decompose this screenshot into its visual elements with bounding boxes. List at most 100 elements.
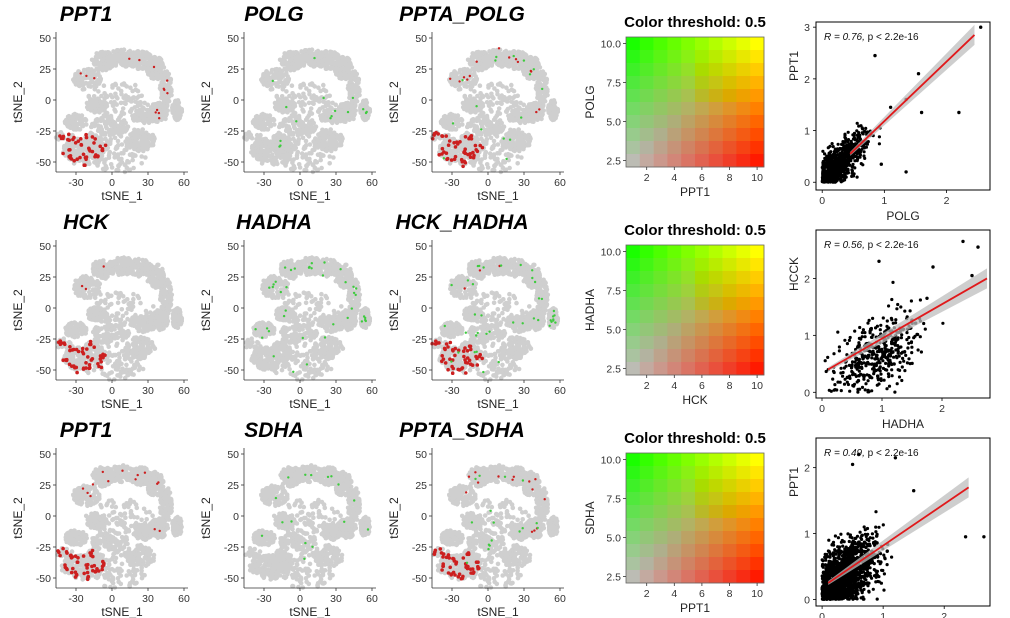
tsne-cell bbox=[504, 132, 509, 137]
tsne-cell bbox=[108, 92, 113, 98]
tsne-cell bbox=[324, 94, 330, 99]
expression-cell bbox=[155, 108, 159, 112]
tsne-cell bbox=[95, 103, 100, 108]
tsne-cell bbox=[114, 145, 120, 151]
tsne-cell bbox=[92, 123, 97, 129]
tsne-cell bbox=[115, 153, 120, 159]
tsne-cell bbox=[330, 51, 335, 56]
tsne-cell bbox=[128, 132, 133, 137]
tsne-cell bbox=[344, 56, 350, 62]
tsne-cell bbox=[97, 54, 103, 60]
x-tick-label: 0 bbox=[297, 177, 303, 189]
tsne-cell bbox=[116, 163, 121, 168]
tsne-cell bbox=[136, 94, 142, 99]
tsne-cell bbox=[138, 102, 143, 108]
tsne-cell bbox=[457, 67, 463, 73]
tsne-cell bbox=[295, 151, 300, 156]
tsne-cell bbox=[319, 135, 325, 140]
expression-cell bbox=[329, 117, 332, 120]
tsne-cell bbox=[173, 114, 179, 119]
tsne-cell bbox=[542, 98, 548, 104]
tsne-plot-area bbox=[429, 47, 561, 175]
tsne-cell bbox=[491, 96, 496, 101]
tsne-cell bbox=[253, 140, 258, 146]
tsne-cell bbox=[76, 75, 82, 80]
tsne-cell bbox=[290, 160, 295, 165]
tsne-cell bbox=[512, 94, 518, 99]
tsne-cell bbox=[129, 99, 134, 104]
tsne-cell bbox=[74, 112, 79, 118]
tsne-cell bbox=[166, 86, 171, 92]
tsne-cell bbox=[92, 87, 98, 92]
tsne-cell bbox=[120, 106, 126, 111]
tsne-cell bbox=[259, 156, 265, 162]
tsne-cell bbox=[336, 61, 342, 67]
tsne-cell bbox=[296, 92, 301, 98]
tsne-cell bbox=[298, 60, 304, 65]
expression-cell bbox=[279, 139, 282, 143]
tsne-cell bbox=[317, 99, 322, 104]
tsne-cell bbox=[262, 112, 267, 118]
tsne-cell bbox=[519, 155, 524, 160]
tsne-cell bbox=[506, 52, 511, 57]
tsne-cell bbox=[108, 115, 114, 121]
expression-cell bbox=[79, 72, 82, 75]
tsne-cell bbox=[345, 85, 351, 91]
tsne-cell bbox=[497, 63, 503, 68]
tsne-cell bbox=[139, 161, 144, 166]
tsne-cell bbox=[269, 67, 275, 73]
tsne-cell bbox=[291, 124, 297, 129]
tsne-cell bbox=[274, 66, 279, 72]
tsne-cell bbox=[497, 111, 503, 116]
expression-cell bbox=[92, 141, 96, 145]
y-tick-label: 25 bbox=[39, 64, 51, 76]
tsne-cell bbox=[540, 77, 546, 82]
tsne-cell bbox=[349, 105, 355, 111]
tsne-cell bbox=[470, 161, 475, 166]
expression-cell bbox=[152, 65, 156, 69]
tsne-cell bbox=[161, 105, 167, 111]
tsne-cell bbox=[351, 71, 356, 77]
tsne-cell bbox=[106, 155, 112, 160]
tsne-cell bbox=[133, 99, 138, 104]
tsne-cell bbox=[129, 59, 135, 64]
tsne-cell bbox=[121, 63, 127, 68]
tsne-cell bbox=[499, 120, 504, 126]
tsne-cell bbox=[508, 130, 514, 135]
tsne-cell bbox=[148, 117, 153, 123]
tsne-cell bbox=[247, 132, 253, 137]
tsne-cell bbox=[349, 112, 354, 117]
tsne-cell bbox=[166, 93, 172, 99]
tsne-cell bbox=[463, 81, 468, 86]
tsne-cell bbox=[275, 81, 280, 86]
expression-cell bbox=[365, 110, 368, 114]
tsne-cell bbox=[92, 73, 97, 78]
tsne-cell bbox=[289, 53, 294, 58]
x-tick-label: 60 bbox=[178, 177, 190, 189]
tsne-cell bbox=[268, 120, 273, 126]
tsne-cell bbox=[337, 142, 342, 148]
tsne-cell bbox=[284, 89, 289, 94]
tsne-cell bbox=[122, 100, 128, 106]
tsne-cell bbox=[483, 151, 488, 156]
tsne-cell bbox=[109, 165, 115, 170]
tsne-cell bbox=[110, 103, 116, 108]
tsne-cell bbox=[301, 91, 306, 97]
tsne-cell bbox=[316, 63, 321, 68]
tsne-cell bbox=[300, 107, 305, 112]
tsne-cell bbox=[503, 167, 509, 172]
tsne-cell bbox=[484, 92, 489, 98]
tsne-cell bbox=[125, 158, 130, 164]
tsne-cell bbox=[309, 63, 315, 68]
tsne-cell bbox=[161, 112, 166, 117]
expression-cell bbox=[278, 145, 281, 148]
tsne-cell bbox=[144, 61, 149, 67]
tsne-cell bbox=[340, 66, 345, 71]
tsne-cell bbox=[143, 145, 149, 150]
expression-cell bbox=[313, 56, 316, 60]
expression-cell bbox=[90, 135, 95, 139]
tsne-cell bbox=[72, 123, 77, 129]
tsne-cell bbox=[113, 81, 118, 87]
tsne-cell bbox=[489, 81, 494, 87]
x-tick-label: -30 bbox=[256, 177, 271, 189]
